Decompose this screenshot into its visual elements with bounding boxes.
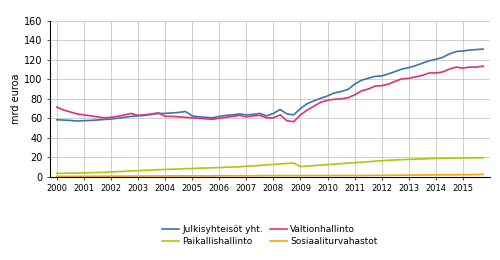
- Paikallishallinto: [332, 162, 338, 166]
- Line: Sosiaaliturvahastot: Sosiaaliturvahastot: [57, 174, 483, 176]
- Line: Julkisyhteisöt yht.: Julkisyhteisöt yht.: [57, 49, 483, 121]
- Sosiaaliturvahastot: [108, 174, 114, 178]
- Valtionhallinto: [290, 120, 296, 123]
- Line: Paikallishallinto: Paikallishallinto: [57, 158, 483, 173]
- Paikallishallinto: [264, 163, 270, 166]
- Paikallishallinto: [290, 161, 296, 165]
- Valtionhallinto: [298, 113, 304, 116]
- Paikallishallinto: [54, 172, 60, 175]
- Julkisyhteisöt yht.: [114, 117, 120, 120]
- Julkisyhteisöt yht.: [74, 120, 80, 123]
- Legend: Julkisyhteisöt yht., Paikallishallinto, Valtionhallinto, Sosiaaliturvahastot: Julkisyhteisöt yht., Paikallishallinto, …: [162, 225, 378, 246]
- Valtionhallinto: [332, 98, 338, 101]
- Paikallishallinto: [324, 163, 330, 166]
- Sosiaaliturvahastot: [264, 174, 270, 177]
- Sosiaaliturvahastot: [324, 174, 330, 177]
- Y-axis label: mrd euroa: mrd euroa: [11, 74, 21, 124]
- Sosiaaliturvahastot: [54, 175, 60, 178]
- Sosiaaliturvahastot: [290, 174, 296, 177]
- Julkisyhteisöt yht.: [236, 112, 242, 115]
- Sosiaaliturvahastot: [230, 174, 236, 177]
- Julkisyhteisöt yht.: [480, 48, 486, 51]
- Paikallishallinto: [230, 166, 236, 169]
- Sosiaaliturvahastot: [332, 174, 338, 177]
- Julkisyhteisöt yht.: [298, 107, 304, 110]
- Julkisyhteisöt yht.: [270, 112, 276, 115]
- Paikallishallinto: [108, 170, 114, 173]
- Valtionhallinto: [338, 97, 344, 100]
- Sosiaaliturvahastot: [480, 173, 486, 176]
- Valtionhallinto: [108, 116, 114, 119]
- Valtionhallinto: [264, 116, 270, 119]
- Julkisyhteisöt yht.: [332, 91, 338, 94]
- Julkisyhteisöt yht.: [54, 118, 60, 121]
- Julkisyhteisöt yht.: [338, 90, 344, 93]
- Line: Valtionhallinto: Valtionhallinto: [57, 66, 483, 122]
- Valtionhallinto: [54, 106, 60, 109]
- Valtionhallinto: [230, 115, 236, 118]
- Valtionhallinto: [480, 64, 486, 68]
- Paikallishallinto: [480, 156, 486, 159]
